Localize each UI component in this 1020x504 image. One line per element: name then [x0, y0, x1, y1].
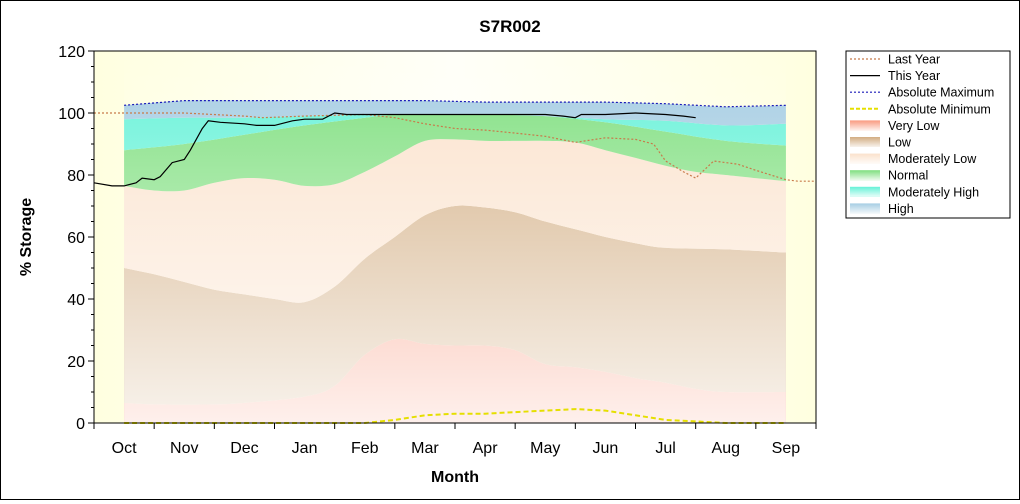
band-fade-overlay [124, 51, 786, 423]
legend-item-low: Low [850, 136, 912, 150]
x-tick-label-jun: Jun [593, 440, 619, 457]
series-line-absolute-minimum [124, 408, 786, 424]
y-tick-label: 40 [67, 292, 85, 309]
y-tick-label: 0 [76, 416, 85, 433]
x-tick-label-feb: Feb [351, 440, 379, 457]
legend-item-absolute-minimum: Absolute Minimum [850, 102, 991, 116]
x-tick-label-mar: Mar [411, 440, 439, 457]
x-tick-label-oct: Oct [112, 440, 137, 457]
legend-item-high: High [850, 202, 914, 216]
legend-swatch-fade [850, 137, 880, 147]
x-tick-label-jan: Jan [292, 440, 318, 457]
legend-item-moderately-low: Moderately Low [850, 152, 977, 166]
legend-swatch-fade [850, 186, 880, 197]
legend-item-normal: Normal [850, 169, 928, 183]
legend-label: This Year [888, 69, 940, 83]
legend: Last Year This Year Absolute Maximum Absolu… [845, 50, 1011, 219]
legend-label: Absolute Minimum [888, 102, 991, 116]
legend-label: Moderately High [888, 185, 979, 199]
legend-item-this-year: This Year [850, 69, 940, 83]
x-tick-label-nov: Nov [170, 440, 198, 457]
y-tick-label: 20 [67, 354, 85, 371]
y-tick-label: 100 [58, 106, 85, 123]
x-tick-label-jul: Jul [655, 440, 675, 457]
y-axis-label: % Storage [18, 198, 35, 276]
y-tick-label: 80 [67, 168, 85, 185]
x-tick-label-apr: Apr [473, 440, 499, 457]
series-line-this-year [93, 112, 696, 187]
y-tick-label: 120 [58, 44, 85, 61]
legend-item-absolute-maximum: Absolute Maximum [850, 86, 994, 100]
x-axis-label: Month [431, 469, 479, 486]
legend-label: High [888, 202, 914, 216]
legend-label: Last Year [888, 53, 940, 67]
legend-item-last-year: Last Year [850, 53, 940, 67]
legend-label: Absolute Maximum [888, 86, 994, 100]
chart-title: S7R002 [479, 17, 540, 36]
x-tick-label-aug: Aug [712, 440, 740, 457]
legend-label: Moderately Low [888, 152, 977, 166]
legend-swatch-fade [850, 120, 880, 131]
legend-label: Very Low [888, 119, 940, 133]
legend-swatch-fade [850, 153, 880, 164]
series-line-last-year [94, 112, 816, 182]
axes-layer: 0 20 40 60 80 100 120 Oct Nov Dec Jan Feb Mar Apr May J… [58, 44, 817, 457]
x-tick-label-may: May [530, 440, 560, 457]
legend-swatch-fade [850, 170, 880, 181]
legend-item-moderately-high: Moderately High [850, 185, 979, 199]
legend-swatch-fade [850, 203, 880, 214]
y-tick-label: 60 [67, 230, 85, 247]
series-layer [93, 100, 816, 424]
legend-item-very-low: Very Low [850, 119, 940, 133]
x-tick-label-dec: Dec [230, 440, 258, 457]
legend-label: Low [888, 136, 912, 150]
legend-label: Normal [888, 169, 928, 183]
x-tick-label-sep: Sep [772, 440, 801, 457]
